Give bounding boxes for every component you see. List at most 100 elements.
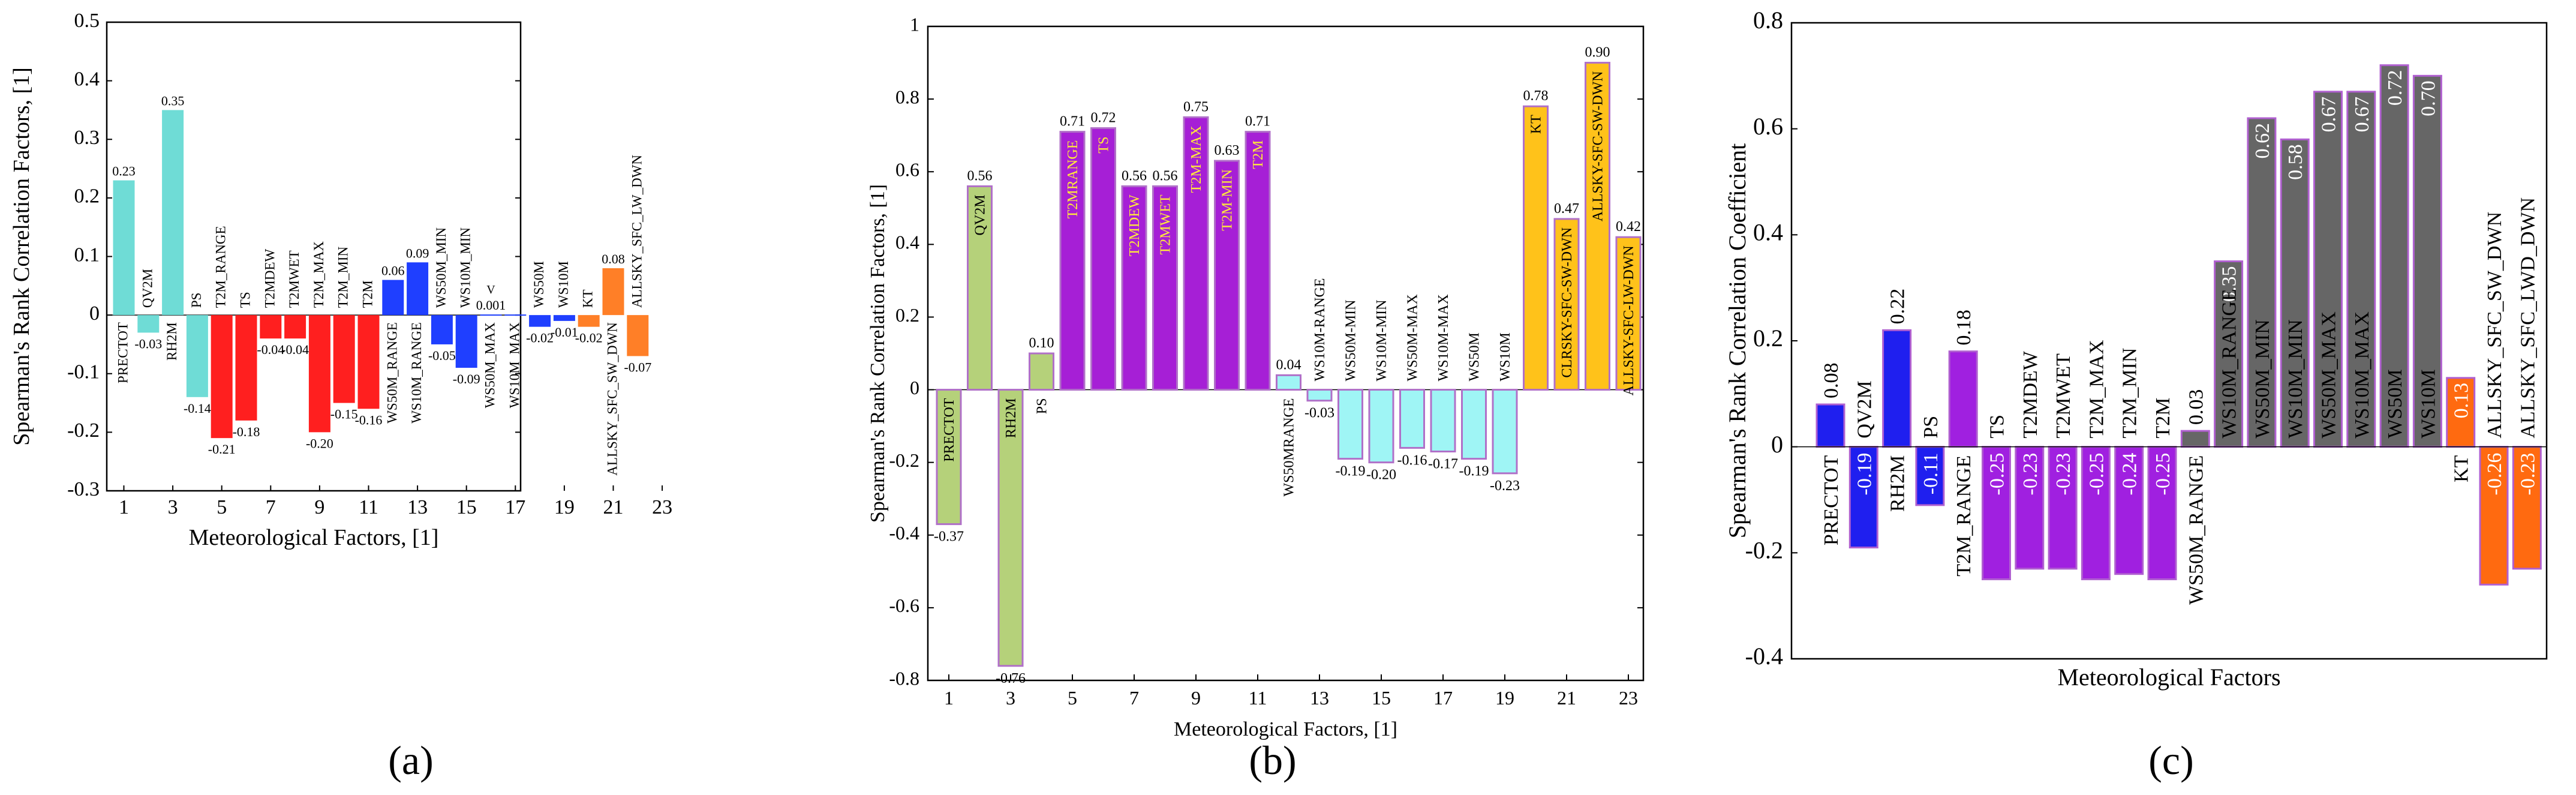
y-tick-label: -0.3	[67, 478, 100, 500]
bar	[186, 315, 208, 397]
bar-category-label: PS	[1035, 398, 1050, 415]
bar-value-label: 0.10	[1029, 335, 1054, 351]
bar	[529, 315, 551, 327]
x-tick-label: 19	[1495, 687, 1514, 709]
bar-value-label: 0.71	[1060, 114, 1085, 130]
bar-category-label: WS50M-MAX	[1405, 294, 1421, 381]
bar	[1882, 329, 1912, 448]
panel-a: -0.3-0.2-0.100.10.20.30.40.51 3 5 7 9 11 13 15 1…	[9, 10, 672, 550]
x-tick-label: 13	[407, 496, 428, 518]
bar-category-label: PS	[1920, 416, 1942, 439]
bar-value-label: 0.08	[602, 251, 625, 266]
bar-value-label: 0.04	[1276, 357, 1301, 373]
bar-category-label: T2MRANGE	[1065, 140, 1081, 219]
panel-c: -0.4 -0.2 0 0.2 0.4 0.6 0.8 Meteorological Fact…	[1724, 7, 2548, 691]
bar-category-label: WS10M	[2417, 369, 2439, 438]
bar-value-label: -0.17	[1428, 457, 1458, 472]
bar-category-label: T2MWET	[287, 250, 302, 308]
bar-value-label: 0.67	[2318, 97, 2340, 133]
bar-category-label: ALLSKY_SFC_LWD_DWN	[2517, 197, 2539, 439]
bar-category-label: KT	[581, 289, 596, 308]
bar-value-label: 0.35	[161, 93, 185, 108]
bar	[1523, 105, 1549, 391]
bar	[2247, 117, 2277, 448]
bar-value-label: -0.37	[934, 529, 964, 545]
bar-category-label: PRECTOT	[1820, 455, 1842, 545]
y-tick-label: -0.2	[67, 419, 100, 442]
bar	[137, 315, 160, 333]
bar-value-label: 0.08	[1820, 363, 1842, 399]
bar	[407, 262, 429, 316]
bar	[553, 315, 575, 321]
y-tick-label: 0.8	[895, 86, 919, 107]
x-axis-label: Meteorological Factors, [1]	[189, 525, 439, 550]
bar-category-label: T2M-MIN	[1220, 169, 1236, 231]
bar-category-label: WS50M_MAX	[483, 322, 498, 409]
x-axis-label: Meteorological Factors, [1]	[1174, 718, 1397, 740]
bar-value-label: -0.19	[1336, 464, 1366, 479]
bar-category-label: QV2M	[140, 269, 155, 308]
bar-value-label: -0.19	[1853, 453, 1875, 496]
bar-value-label: 0.75	[1183, 99, 1209, 115]
bar	[1245, 131, 1271, 391]
x-tick-label: 9	[1191, 687, 1201, 709]
bar-category-label: T2MDEW	[262, 248, 277, 308]
bar-category-label: ALLSKY-SFC-SW-DWN	[1591, 71, 1606, 222]
panel-label-a: (a)	[388, 737, 433, 783]
bar-category-label: WS50M	[531, 261, 546, 308]
bar-value-label: -0.16	[1397, 452, 1427, 468]
y-tick-label: 0.1	[74, 244, 100, 266]
bar	[357, 315, 380, 409]
bar-category-label: WS50M-MIN	[1343, 300, 1359, 382]
bar-value-label: -0.24	[2119, 453, 2141, 496]
panel-b: -0.8-0.6-0.4-0.200.20.40.60.811 3 5 7 9 11 13 1…	[867, 13, 1645, 740]
bar	[1306, 389, 1333, 402]
bar-category-label: T2MWET	[2052, 353, 2075, 439]
bar-value-label: -0.25	[2152, 453, 2174, 496]
bar-category-label: KT	[1529, 115, 1544, 134]
y-tick-label: 0.3	[74, 127, 100, 149]
bar-category-label: T2MDEW	[1127, 194, 1143, 256]
bar	[504, 314, 527, 316]
bar-value-label: 0.72	[2384, 70, 2406, 106]
y-axis-label: Spearman's Rank Correlation Factors, [1]	[867, 184, 889, 523]
bar-value-label: -0.02	[575, 331, 603, 346]
panel-label-c: (c)	[2148, 737, 2193, 783]
bar-category-label: WS10M	[556, 261, 571, 308]
y-tick-label: 0.2	[74, 185, 100, 208]
bar	[1029, 352, 1054, 391]
bar-value-label: -0.02	[526, 331, 554, 346]
bar	[113, 180, 135, 316]
bar	[1615, 236, 1642, 391]
bar-value-label: 0.03	[2185, 389, 2207, 425]
y-tick-label: -0.8	[889, 667, 919, 689]
bar-value-label: -0.03	[134, 336, 162, 351]
bar-category-label: T2M	[1251, 140, 1266, 169]
bar	[1430, 389, 1456, 452]
y-tick-label: 0.6	[1753, 113, 1783, 140]
bar-category-label: TS	[1096, 137, 1112, 154]
bar-category-label: ALLSKY_SFC_SW_DWN	[2484, 212, 2506, 439]
bar-value-label: -0.05	[428, 348, 456, 363]
bar	[1553, 218, 1580, 391]
bar	[2446, 377, 2476, 448]
y-tick-label: 0	[89, 302, 100, 325]
bar-category-label: RH2M	[1887, 455, 1909, 512]
bar-category-label: T2M	[2152, 398, 2174, 439]
bar-value-label: -0.23	[1490, 478, 1520, 494]
bar	[2081, 446, 2111, 581]
x-tick-label: 11	[359, 496, 378, 518]
x-tick-label: 3	[168, 496, 178, 518]
bar-value-label: 0.56	[967, 168, 993, 184]
bar-value-label: 0.56	[1153, 168, 1178, 184]
x-tick-label: 7	[1129, 687, 1139, 709]
bar	[1368, 389, 1394, 464]
x-tick-label: 1	[944, 687, 954, 709]
y-axis-label: Spearman's Rank Correlation Factors, [1]	[9, 67, 34, 446]
bar	[235, 315, 257, 421]
bar-category-label: RH2M	[164, 322, 179, 361]
bar-value-label: -0.20	[306, 436, 333, 451]
bar-value-label: -0.21	[208, 442, 236, 457]
bar-value-label: -0.76	[996, 671, 1026, 686]
panel-captions: (a) (b) (c)	[388, 737, 2193, 783]
